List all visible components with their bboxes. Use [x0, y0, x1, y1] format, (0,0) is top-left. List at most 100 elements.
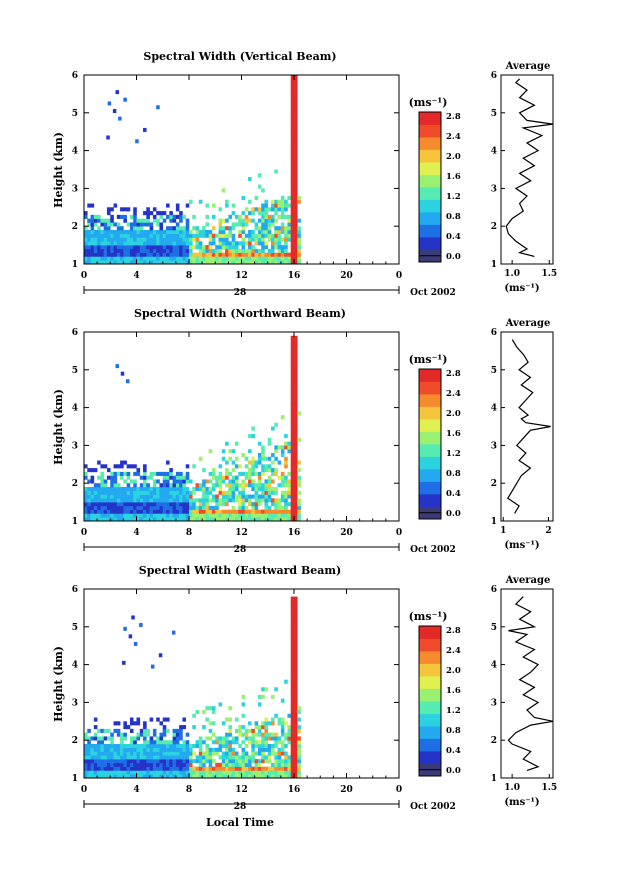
heatmap-cell: [202, 248, 206, 253]
heatmap-cell: [294, 649, 298, 654]
heatmap-cell: [97, 241, 101, 246]
heatmap-cell: [208, 256, 213, 261]
heatmap-cell: [221, 513, 226, 518]
heatmap-cell: [87, 505, 91, 510]
heatmap-cell: [280, 740, 285, 745]
heatmap-cell: [189, 774, 193, 779]
heatmap-cell: [166, 241, 170, 246]
heatmap-cell: [146, 755, 150, 760]
heatmap-cell: [129, 490, 134, 495]
heatmap-cell: [129, 770, 134, 775]
heatmap-cell: [234, 479, 239, 484]
heatmap-cell: [287, 226, 292, 231]
heatmap-cell: [172, 755, 177, 760]
heatmap-cell: [277, 755, 282, 760]
heatmap-cell: [110, 740, 114, 745]
heatmap-cell: [238, 755, 242, 760]
heatmap-cell: [297, 766, 301, 771]
heatmap-cell: [90, 762, 95, 767]
x-tick-label: 12: [235, 785, 248, 795]
heatmap-cell: [284, 759, 288, 764]
heatmap-cell: [90, 233, 95, 238]
heatmap-cell: [294, 490, 298, 495]
heatmap-cell: [169, 256, 173, 261]
heatmap-cell: [97, 490, 101, 495]
heatmap-cell: [166, 517, 170, 522]
heatmap-cell: [106, 207, 111, 212]
heatmap-cell: [287, 713, 292, 718]
colorbar-swatch: [419, 469, 441, 482]
heatmap-cell: [234, 751, 239, 756]
heatmap-cell: [136, 468, 141, 473]
heatmap-cell: [146, 509, 150, 514]
heatmap-cell: [103, 762, 108, 767]
heatmap-cell: [264, 490, 269, 495]
heatmap-cell: [179, 260, 183, 265]
heatmap-cell: [208, 260, 213, 265]
heatmap-cell: [133, 471, 137, 476]
heatmap-cell: [280, 717, 285, 722]
heatmap-cell: [133, 747, 137, 752]
heatmap-cell: [257, 774, 262, 779]
heatmap-cell: [84, 762, 88, 767]
heatmap-cell: [225, 233, 229, 238]
heatmap-cell: [215, 740, 219, 745]
heatmap-cell: [123, 207, 127, 212]
heatmap-cell: [244, 513, 249, 518]
heatmap-cell: [106, 505, 111, 510]
heatmap-cell: [152, 494, 157, 499]
heatmap-cell: [225, 248, 229, 253]
heatmap-cell: [244, 759, 249, 764]
heatmap-cell: [146, 237, 150, 242]
heatmap-cell: [271, 479, 275, 484]
heatmap-cell: [129, 736, 134, 741]
heatmap-cell: [113, 509, 118, 514]
heatmap-cell: [182, 502, 187, 507]
heatmap-cell: [241, 483, 246, 488]
heatmap-cell: [106, 498, 111, 503]
heatmap-cell: [189, 494, 193, 499]
heatmap-cell: [113, 774, 118, 779]
heatmap-cell: [218, 483, 223, 488]
heatmap-cell: [189, 479, 193, 484]
heatmap-cell: [241, 502, 246, 507]
heatmap-cell: [166, 214, 170, 219]
heatmap-cell: [231, 252, 236, 257]
heatmap-cell: [287, 770, 292, 775]
heatmap-cell: [192, 245, 196, 250]
heatmap-cell: [294, 728, 298, 733]
heatmap-cell: [290, 683, 295, 688]
heatmap-cell: [271, 248, 275, 253]
heatmap-cell: [228, 728, 232, 733]
heatmap-cell: [290, 347, 295, 352]
heatmap-cell: [290, 490, 295, 495]
heatmap-cell: [234, 222, 239, 227]
heatmap-cell: [254, 195, 259, 201]
heatmap-cell: [290, 494, 295, 499]
heatmap-cell: [120, 743, 124, 749]
heatmap-cell: [113, 260, 118, 265]
heatmap-cell: [294, 638, 298, 643]
heatmap-cell: [195, 486, 200, 492]
heatmap-cell: [100, 241, 104, 246]
heatmap-cell: [254, 725, 259, 730]
heatmap-cell: [238, 483, 242, 488]
heatmap-cell: [264, 728, 269, 733]
heatmap-cell: [294, 626, 298, 631]
heatmap-cell: [110, 774, 114, 779]
heatmap-cell: [143, 728, 147, 733]
heatmap-cell: [290, 762, 295, 767]
heatmap-cell: [208, 747, 213, 752]
colorbar-swatch: [419, 174, 441, 188]
heatmap-cell: [152, 479, 157, 484]
heatmap-cell: [280, 490, 285, 495]
heatmap-cell: [182, 475, 187, 480]
heatmap-cell: [294, 725, 298, 730]
heatmap-cell: [159, 762, 164, 767]
colorbar-tick-label: 0.4: [446, 746, 461, 756]
heatmap-cell: [294, 426, 298, 431]
heatmap-cell: [221, 226, 226, 231]
heatmap-cell: [159, 260, 164, 265]
heatmap-cell: [87, 248, 91, 253]
heatmap-cell: [290, 400, 295, 405]
